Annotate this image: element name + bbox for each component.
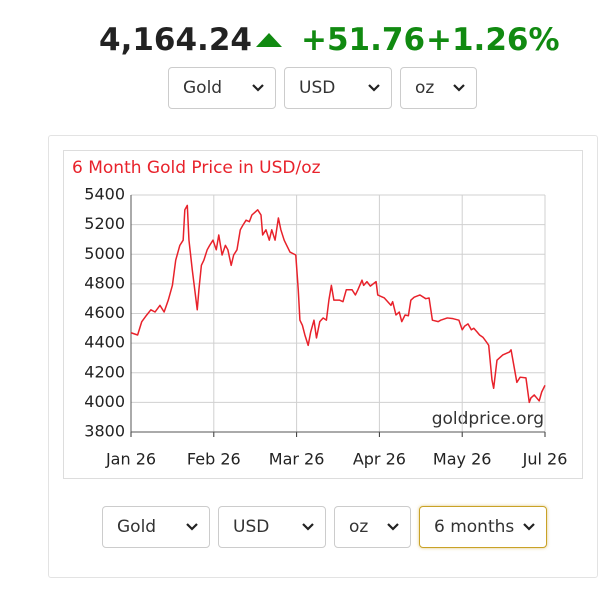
up-arrow-icon — [256, 33, 282, 47]
y-tick-label: 5200 — [84, 214, 125, 233]
x-tick-label: Jan 26 — [105, 450, 156, 469]
chart-title: 6 Month Gold Price in USD/oz — [72, 158, 321, 178]
dropdown[interactable]: 6 months — [419, 506, 547, 548]
y-tick-label: 4600 — [84, 303, 125, 322]
chevron-icon — [523, 523, 535, 531]
chart: 6 Month Gold Price in USD/oz goldprice.o… — [72, 158, 568, 469]
dropdown-value: USD — [233, 517, 270, 537]
y-tick-label: 4800 — [84, 273, 125, 292]
price: 4,164.24 — [99, 22, 252, 58]
watermark: goldprice.org — [432, 409, 544, 429]
dropdown[interactable]: Gold — [168, 67, 276, 109]
chevron-icon — [252, 84, 264, 92]
dropdown-value: USD — [299, 78, 336, 98]
dropdown-value: 6 months — [434, 517, 515, 537]
x-tick-label: Mar 26 — [269, 450, 325, 469]
x-tick-label: Jul 26 — [522, 450, 568, 469]
dropdown[interactable]: oz — [334, 506, 411, 548]
y-tick-label: 4000 — [84, 392, 125, 411]
chart-card — [48, 135, 598, 578]
price-change-percent: +1.26% — [426, 22, 560, 58]
y-tick-label: 5000 — [84, 244, 125, 263]
dropdown[interactable]: USD — [284, 67, 392, 109]
y-tick-label: 4200 — [84, 362, 125, 381]
chevron-icon — [186, 523, 198, 531]
y-tick-label: 3800 — [84, 422, 125, 441]
chevron-icon — [368, 84, 380, 92]
chevron-icon — [387, 523, 399, 531]
dropdown-value: oz — [415, 78, 435, 98]
price-change: +51.76 — [301, 22, 426, 58]
x-tick-label: May 26 — [433, 450, 492, 469]
dropdown[interactable]: USD — [218, 506, 326, 548]
chevron-icon — [302, 523, 314, 531]
x-tick-label: Apr 26 — [353, 450, 406, 469]
y-tick-label: 5400 — [84, 185, 125, 204]
dropdown-value: Gold — [183, 78, 223, 98]
chevron-icon — [453, 84, 465, 92]
chart-frame — [63, 150, 583, 479]
dropdown-value: Gold — [117, 517, 157, 537]
dropdown[interactable]: oz — [400, 67, 477, 109]
x-tick-label: Feb 26 — [187, 450, 241, 469]
dropdown-value: oz — [349, 517, 369, 537]
dropdown[interactable]: Gold — [102, 506, 210, 548]
y-tick-label: 4400 — [84, 333, 125, 352]
price-line — [130, 204, 546, 404]
